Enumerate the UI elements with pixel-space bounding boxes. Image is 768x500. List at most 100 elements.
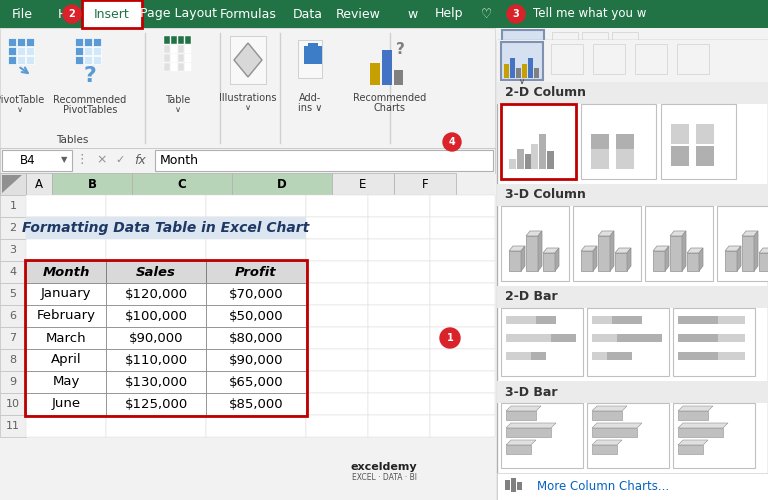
Polygon shape <box>737 246 741 271</box>
Bar <box>587 308 669 376</box>
Bar <box>607 352 632 360</box>
Bar <box>505 480 510 490</box>
Bar <box>106 261 206 283</box>
Text: PivotTables: PivotTables <box>63 105 118 115</box>
Bar <box>93 56 101 64</box>
Bar <box>185 36 191 44</box>
Bar <box>8 56 16 64</box>
Bar <box>106 349 206 371</box>
Polygon shape <box>593 246 597 271</box>
Polygon shape <box>581 246 597 251</box>
Polygon shape <box>678 423 728 428</box>
Text: 11: 11 <box>6 421 20 431</box>
Bar <box>26 283 106 305</box>
Text: F: F <box>422 178 429 190</box>
Polygon shape <box>653 246 669 251</box>
Bar <box>26 305 106 327</box>
Bar <box>306 261 368 283</box>
Bar <box>759 253 768 271</box>
Bar <box>497 40 768 82</box>
Polygon shape <box>670 231 686 236</box>
Text: More Column Charts...: More Column Charts... <box>537 480 669 494</box>
Bar <box>171 63 177 71</box>
Bar <box>593 44 625 74</box>
Bar <box>525 154 532 169</box>
Bar <box>591 134 609 149</box>
Text: w: w <box>408 8 418 20</box>
Text: $70,000: $70,000 <box>229 288 283 300</box>
Bar <box>678 334 745 342</box>
Bar <box>306 371 368 393</box>
Bar <box>26 349 106 371</box>
Bar <box>82 0 142 28</box>
Bar <box>0 393 26 415</box>
Text: 3-D Column: 3-D Column <box>505 188 586 202</box>
Circle shape <box>507 5 525 23</box>
Polygon shape <box>234 43 262 77</box>
Bar <box>206 261 306 283</box>
Bar <box>26 327 106 349</box>
Text: Charts: Charts <box>374 103 406 113</box>
Bar <box>368 239 430 261</box>
Bar <box>26 393 106 415</box>
Bar <box>75 56 83 64</box>
Bar <box>26 217 306 239</box>
Text: 4: 4 <box>449 137 455 147</box>
Bar <box>164 36 170 44</box>
Text: 3: 3 <box>512 9 519 19</box>
Text: $90,000: $90,000 <box>229 354 283 366</box>
Bar <box>742 236 754 271</box>
Bar <box>178 54 184 62</box>
Text: H: H <box>58 8 67 20</box>
Text: C: C <box>177 178 187 190</box>
Bar <box>539 134 546 169</box>
Bar <box>26 393 106 415</box>
Bar <box>206 327 306 349</box>
Bar <box>306 239 368 261</box>
Bar <box>547 151 554 169</box>
Bar <box>306 217 368 239</box>
Bar <box>678 334 718 342</box>
Text: $65,000: $65,000 <box>229 376 283 388</box>
Bar <box>185 54 191 62</box>
Bar <box>528 58 533 78</box>
Text: File: File <box>12 8 32 20</box>
Polygon shape <box>2 175 22 193</box>
Text: May: May <box>52 376 80 388</box>
Bar <box>26 239 106 261</box>
Bar <box>592 334 617 342</box>
Text: Tell me what you w: Tell me what you w <box>533 8 647 20</box>
Bar <box>306 327 368 349</box>
Bar <box>670 236 682 271</box>
Bar <box>592 316 612 324</box>
Text: 2-D Bar: 2-D Bar <box>505 290 558 304</box>
Bar <box>106 283 206 305</box>
Bar <box>581 251 593 271</box>
Bar <box>132 173 232 195</box>
Bar <box>82 0 142 28</box>
Text: Recommended: Recommended <box>53 95 127 105</box>
Text: 2: 2 <box>9 223 17 233</box>
Bar <box>370 63 380 85</box>
Bar <box>106 327 206 349</box>
Text: $50,000: $50,000 <box>229 310 283 322</box>
Polygon shape <box>615 248 631 253</box>
Bar <box>106 283 206 305</box>
Text: $90,000: $90,000 <box>129 332 184 344</box>
Bar <box>430 371 495 393</box>
Bar <box>518 54 523 66</box>
Text: 8: 8 <box>9 355 17 365</box>
Text: 1: 1 <box>447 333 453 343</box>
Bar <box>106 261 206 283</box>
Text: $85,000: $85,000 <box>229 398 283 410</box>
Bar <box>592 352 607 360</box>
Bar <box>673 308 755 376</box>
Text: 1: 1 <box>9 201 16 211</box>
Bar <box>673 403 755 468</box>
Bar <box>509 251 521 271</box>
Bar <box>506 445 531 454</box>
Text: Page Layout: Page Layout <box>140 8 217 20</box>
Bar <box>106 305 206 327</box>
Bar <box>306 195 368 217</box>
Bar <box>178 63 184 71</box>
